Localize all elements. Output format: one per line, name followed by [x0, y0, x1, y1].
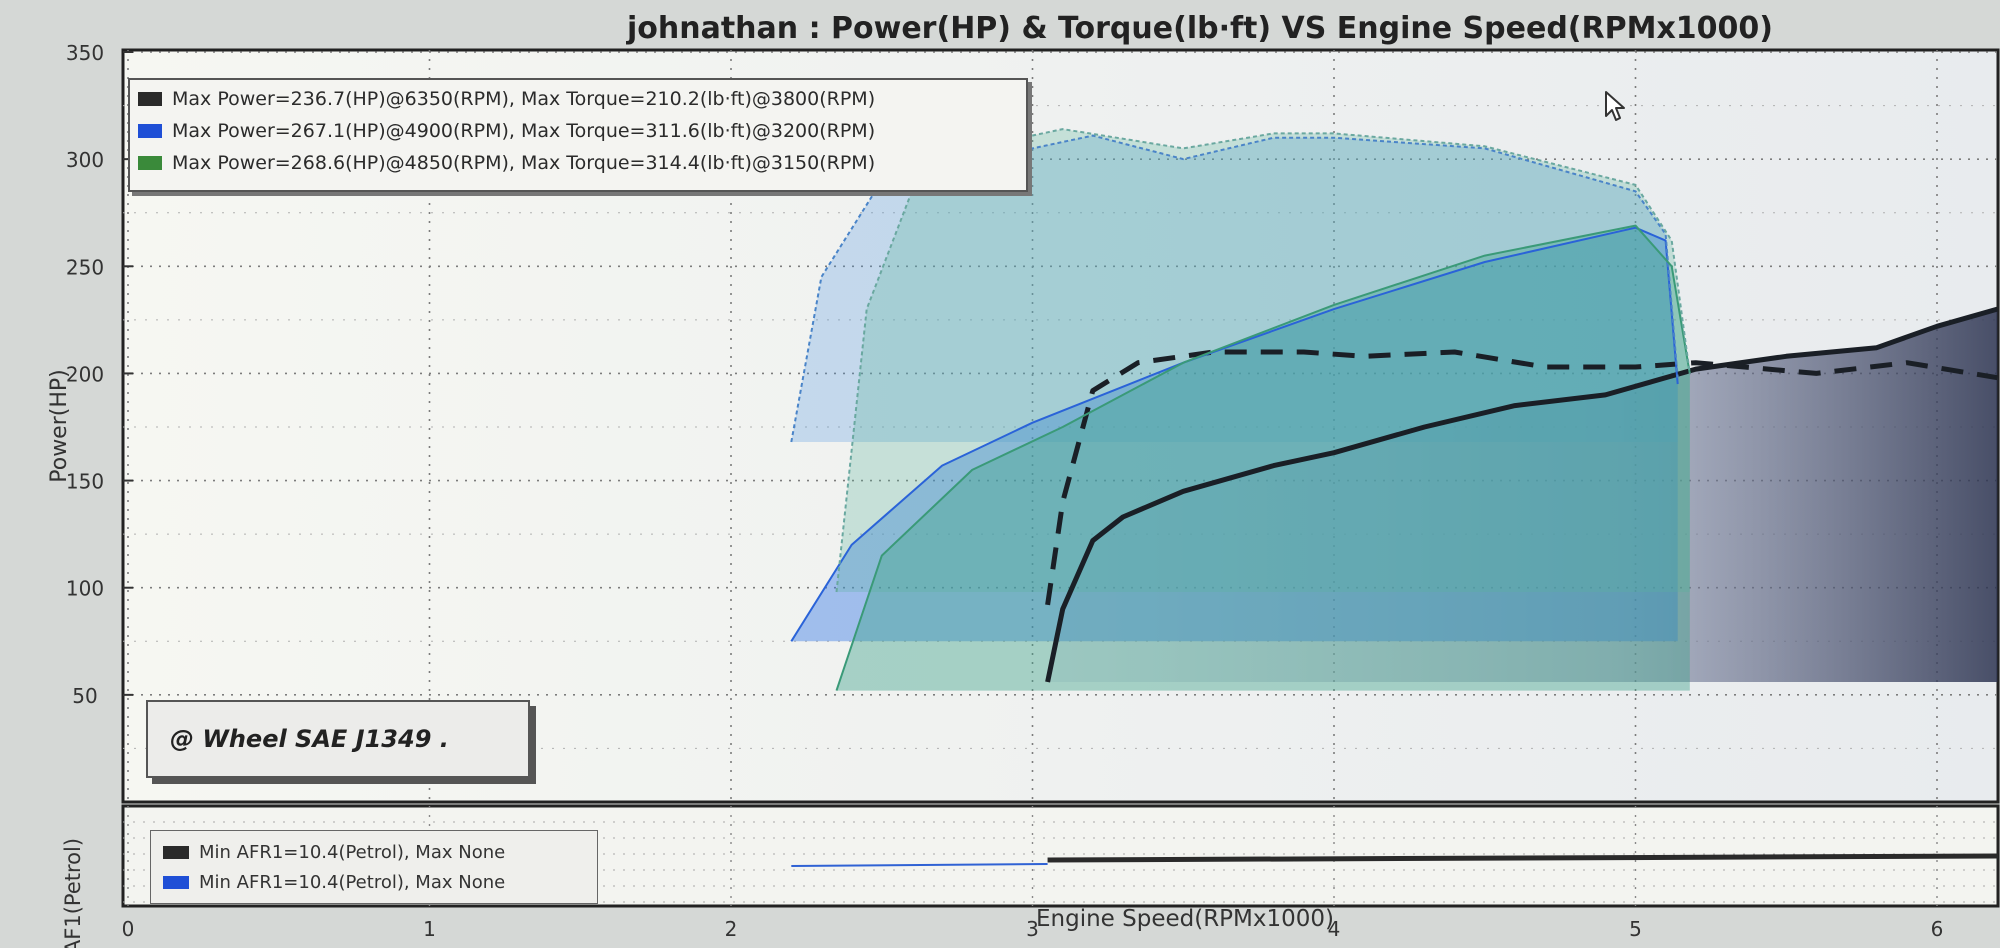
mouse-pointer-icon — [1605, 91, 1625, 121]
legend-swatch-black — [138, 92, 162, 106]
x-tick-label: 6 — [1931, 917, 1944, 941]
chart-title: johnathan : Power(HP) & Torque(lb·ft) VS… — [626, 11, 1773, 46]
afr-trace-black — [1047, 853, 1999, 863]
series-line-0 — [1045, 306, 1998, 683]
series-fill-5 — [836, 129, 1690, 592]
chart-legend: Max Power=236.7(HP)@6350(RPM), Max Torqu… — [128, 78, 1028, 192]
afr-legend-entry-blue: Min AFR1=10.4(Petrol), Max None — [163, 869, 505, 895]
legend-text-green: Max Power=268.6(HP)@4850(RPM), Max Torqu… — [172, 152, 876, 174]
legend-entry-green: Max Power=268.6(HP)@4850(RPM), Max Torqu… — [138, 150, 875, 176]
series-fills — [791, 129, 1998, 691]
afr-legend-text-black: Min AFR1=10.4(Petrol), Max None — [199, 841, 506, 863]
y-tick-label: 50 — [72, 684, 97, 708]
y-tick-label: 150 — [66, 470, 104, 494]
series-fill-0 — [1047, 309, 1998, 682]
x-axis-label: Engine Speed(RPMx1000) — [1036, 906, 1334, 932]
legend-entry-black: Max Power=236.7(HP)@6350(RPM), Max Torqu… — [138, 86, 875, 112]
x-tick-label: 4 — [1328, 917, 1341, 941]
series-fill-4 — [836, 225, 1690, 691]
y-axis-label: Power(HP) — [47, 369, 72, 483]
legend-swatch-blue — [138, 124, 162, 138]
y-tick-label: 300 — [66, 148, 104, 172]
correction-standard-label: @ Wheel SAE J1349 . — [170, 725, 449, 753]
y-tick-label: 250 — [66, 255, 104, 279]
x-tick-label: 0 — [122, 917, 135, 941]
x-tick-label: 2 — [725, 917, 738, 941]
afr-axis-label: AF1(Petrol) — [61, 838, 85, 948]
afr-swatch-blue — [163, 875, 189, 889]
afr-legend-entry-black: Min AFR1=10.4(Petrol), Max None — [163, 839, 505, 865]
legend-text-blue: Max Power=267.1(HP)@4900(RPM), Max Torqu… — [172, 120, 876, 142]
series-line-4 — [835, 224, 1691, 691]
afr-trace-blue — [791, 863, 1048, 867]
series-fill-2 — [791, 227, 1678, 642]
afr-legend-text-blue: Min AFR1=10.4(Petrol), Max None — [199, 871, 506, 893]
series-line-5 — [835, 128, 1691, 593]
legend-swatch-green — [138, 156, 162, 170]
y-tick-label: 350 — [66, 41, 104, 65]
correction-standard-box: @ Wheel SAE J1349 . — [146, 700, 530, 778]
series-fill-3 — [791, 135, 1678, 442]
afr-swatch-black — [163, 845, 189, 859]
legend-entry-blue: Max Power=267.1(HP)@4900(RPM), Max Torqu… — [138, 118, 875, 144]
series-line-2 — [790, 226, 1679, 642]
y-tick-label: 200 — [66, 362, 104, 386]
x-tick-label: 5 — [1629, 917, 1642, 941]
x-tick-label: 1 — [423, 917, 436, 941]
series-line-1 — [1045, 349, 1998, 606]
legend-text-black: Max Power=236.7(HP)@6350(RPM), Max Torqu… — [172, 88, 876, 110]
x-tick-label: 3 — [1026, 917, 1039, 941]
y-tick-label: 100 — [66, 577, 104, 601]
afr-legend: Min AFR1=10.4(Petrol), Max None Min AFR1… — [150, 830, 598, 904]
